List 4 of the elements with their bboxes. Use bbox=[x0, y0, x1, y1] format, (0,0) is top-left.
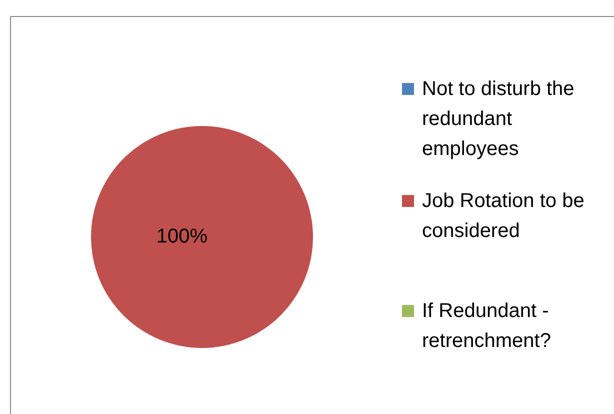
legend-label: Job Rotation to be considered bbox=[422, 189, 586, 244]
data-label: 100% bbox=[156, 226, 208, 248]
legend-label: If Redundant - retrenchment? bbox=[422, 299, 552, 354]
legend-label: Not to disturb the redundant employees bbox=[422, 77, 576, 162]
